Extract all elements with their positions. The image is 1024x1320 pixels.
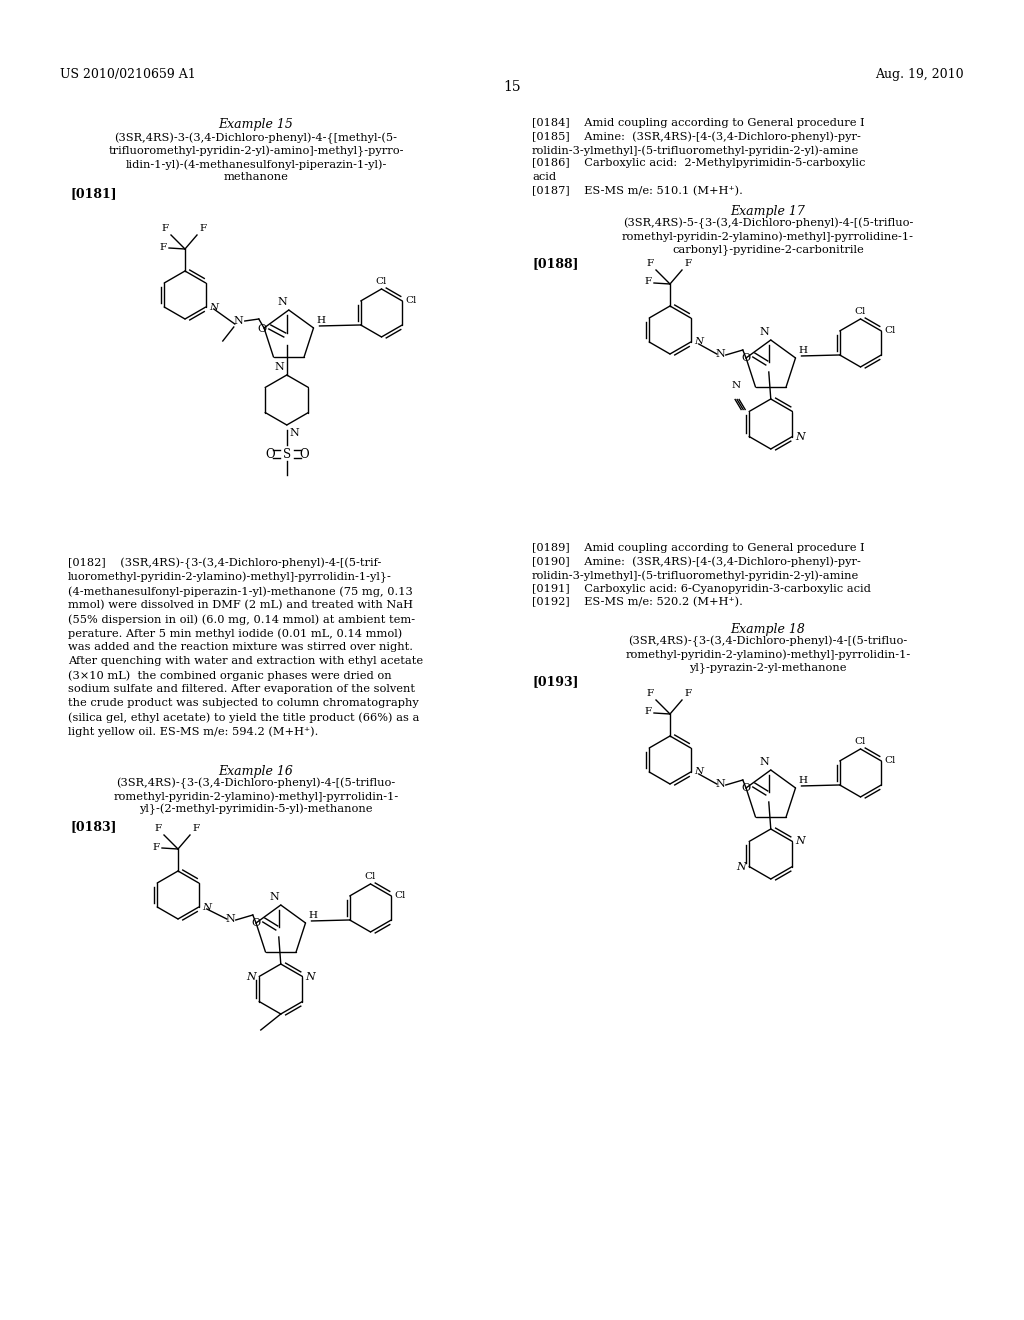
Text: Example 17: Example 17 [730,205,806,218]
Text: N: N [290,428,300,438]
Text: N: N [716,779,726,789]
Text: N: N [716,348,726,359]
Text: F: F [647,689,654,698]
Text: H: H [316,315,326,325]
Text: N: N [269,892,279,902]
Text: N: N [202,903,211,912]
Text: Cl: Cl [855,308,866,315]
Text: [0184]    Amid coupling according to General procedure I: [0184] Amid coupling according to Genera… [532,117,864,128]
Text: [0182]    (3SR,4RS)-{3-(3,4-Dichloro-phenyl)-4-[(5-trif-: [0182] (3SR,4RS)-{3-(3,4-Dichloro-phenyl… [68,558,381,569]
Text: (3SR,4RS)-{3-(3,4-Dichloro-phenyl)-4-[(5-trifluo-: (3SR,4RS)-{3-(3,4-Dichloro-phenyl)-4-[(5… [117,777,395,789]
Text: romethyl-pyridin-2-ylamino)-methyl]-pyrrolidin-1-: romethyl-pyridin-2-ylamino)-methyl]-pyrr… [626,649,910,660]
Text: Cl: Cl [885,756,896,766]
Text: [0193]: [0193] [534,675,580,688]
Text: the crude product was subjected to column chromatography: the crude product was subjected to colum… [68,698,419,708]
Text: N: N [694,767,702,776]
Text: O: O [741,352,751,363]
Text: Example 15: Example 15 [218,117,294,131]
Text: Example 16: Example 16 [218,766,294,777]
Text: [0183]: [0183] [70,820,117,833]
Text: lidin-1-yl)-(4-methanesulfonyl-piperazin-1-yl)-: lidin-1-yl)-(4-methanesulfonyl-piperazin… [125,158,387,169]
Text: [0181]: [0181] [70,187,117,201]
Text: F: F [193,824,199,833]
Text: F: F [153,842,160,851]
Text: N: N [796,837,805,846]
Text: [0185]    Amine:  (3SR,4RS)-[4-(3,4-Dichloro-phenyl)-pyr-: [0185] Amine: (3SR,4RS)-[4-(3,4-Dichloro… [532,132,861,143]
Text: (3SR,4RS)-{3-(3,4-Dichloro-phenyl)-4-[(5-trifluo-: (3SR,4RS)-{3-(3,4-Dichloro-phenyl)-4-[(5… [629,636,907,647]
Text: F: F [647,259,654,268]
Text: methanone: methanone [223,172,289,182]
Text: (4-methanesulfonyl-piperazin-1-yl)-methanone (75 mg, 0.13: (4-methanesulfonyl-piperazin-1-yl)-metha… [68,586,413,597]
Text: (3SR,4RS)-3-(3,4-Dichloro-phenyl)-4-{[methyl-(5-: (3SR,4RS)-3-(3,4-Dichloro-phenyl)-4-{[me… [115,133,397,144]
Text: Example 18: Example 18 [730,623,806,636]
Text: O: O [299,447,308,461]
Text: F: F [199,224,206,234]
Text: [0187]    ES-MS m/e: 510.1 (M+H⁺).: [0187] ES-MS m/e: 510.1 (M+H⁺). [532,186,742,195]
Text: H: H [799,776,808,785]
Text: Aug. 19, 2010: Aug. 19, 2010 [876,69,964,81]
Text: Cl: Cl [365,873,376,880]
Text: [0188]: [0188] [534,257,580,271]
Text: H: H [308,911,317,920]
Text: N: N [209,302,218,312]
Text: Cl: Cl [406,297,417,305]
Text: F: F [160,243,167,252]
Text: After quenching with water and extraction with ethyl acetate: After quenching with water and extractio… [68,656,423,667]
Text: O: O [741,783,751,793]
Text: N: N [278,297,287,308]
Text: F: F [684,259,691,268]
Text: romethyl-pyridin-2-ylamino)-methyl]-pyrrolidin-1-: romethyl-pyridin-2-ylamino)-methyl]-pyrr… [114,791,398,801]
Text: rolidin-3-ylmethyl]-(5-trifluoromethyl-pyridin-2-yl)-amine: rolidin-3-ylmethyl]-(5-trifluoromethyl-p… [532,145,859,156]
Text: US 2010/0210659 A1: US 2010/0210659 A1 [60,69,196,81]
Text: O: O [265,447,274,461]
Text: (3SR,4RS)-5-{3-(3,4-Dichloro-phenyl)-4-[(5-trifluo-: (3SR,4RS)-5-{3-(3,4-Dichloro-phenyl)-4-[… [623,218,913,230]
Text: N: N [226,913,236,924]
Text: (55% dispersion in oil) (6.0 mg, 0.14 mmol) at ambient tem-: (55% dispersion in oil) (6.0 mg, 0.14 mm… [68,614,415,624]
Text: N: N [731,380,740,389]
Text: F: F [155,824,162,833]
Text: N: N [694,338,702,346]
Text: romethyl-pyridin-2-ylamino)-methyl]-pyrrolidine-1-: romethyl-pyridin-2-ylamino)-methyl]-pyrr… [622,231,914,242]
Text: N: N [796,432,805,441]
Text: (3×10 mL)  the combined organic phases were dried on: (3×10 mL) the combined organic phases we… [68,671,391,681]
Text: N: N [274,362,284,372]
Text: N: N [305,972,315,982]
Text: O: O [258,323,267,334]
Text: yl}-(2-methyl-pyrimidin-5-yl)-methanone: yl}-(2-methyl-pyrimidin-5-yl)-methanone [139,804,373,816]
Text: S: S [283,447,291,461]
Text: F: F [645,277,652,286]
Text: Cl: Cl [855,737,866,746]
Text: F: F [684,689,691,698]
Text: (silica gel, ethyl acetate) to yield the title product (66%) as a: (silica gel, ethyl acetate) to yield the… [68,711,420,722]
Text: [0189]    Amid coupling according to General procedure I: [0189] Amid coupling according to Genera… [532,543,864,553]
Text: [0192]    ES-MS m/e: 520.2 (M+H⁺).: [0192] ES-MS m/e: 520.2 (M+H⁺). [532,597,742,607]
Text: [0186]    Carboxylic acid:  2-Methylpyrimidin-5-carboxylic: [0186] Carboxylic acid: 2-Methylpyrimidi… [532,158,865,169]
Text: carbonyl}-pyridine-2-carbonitrile: carbonyl}-pyridine-2-carbonitrile [672,244,864,255]
Text: [0190]    Amine:  (3SR,4RS)-[4-(3,4-Dichloro-phenyl)-pyr-: [0190] Amine: (3SR,4RS)-[4-(3,4-Dichloro… [532,557,861,568]
Text: Cl: Cl [376,277,387,286]
Text: Cl: Cl [394,891,406,900]
Text: O: O [252,917,261,928]
Text: F: F [162,224,169,234]
Text: acid: acid [532,172,556,182]
Text: mmol) were dissolved in DMF (2 mL) and treated with NaH: mmol) were dissolved in DMF (2 mL) and t… [68,601,413,610]
Text: N: N [759,756,769,767]
Text: sodium sulfate and filtered. After evaporation of the solvent: sodium sulfate and filtered. After evapo… [68,684,415,694]
Text: Cl: Cl [885,326,896,335]
Text: luoromethyl-pyridin-2-ylamino)-methyl]-pyrrolidin-1-yl}-: luoromethyl-pyridin-2-ylamino)-methyl]-p… [68,572,392,583]
Text: N: N [233,315,244,326]
Text: light yellow oil. ES-MS m/e: 594.2 (M+H⁺).: light yellow oil. ES-MS m/e: 594.2 (M+H⁺… [68,726,318,737]
Text: [0191]    Carboxylic acid: 6-Cyanopyridin-3-carboxylic acid: [0191] Carboxylic acid: 6-Cyanopyridin-3… [532,583,870,594]
Text: was added and the reaction mixture was stirred over night.: was added and the reaction mixture was s… [68,642,413,652]
Text: trifluoromethyl-pyridin-2-yl)-amino]-methyl}-pyrro-: trifluoromethyl-pyridin-2-yl)-amino]-met… [109,147,403,157]
Text: N: N [759,327,769,337]
Text: rolidin-3-ylmethyl]-(5-trifluoromethyl-pyridin-2-yl)-amine: rolidin-3-ylmethyl]-(5-trifluoromethyl-p… [532,570,859,581]
Text: perature. After 5 min methyl iodide (0.01 mL, 0.14 mmol): perature. After 5 min methyl iodide (0.0… [68,628,402,639]
Text: yl}-pyrazin-2-yl-methanone: yl}-pyrazin-2-yl-methanone [689,663,847,673]
Text: H: H [799,346,808,355]
Text: N: N [736,862,746,871]
Text: N: N [247,972,256,982]
Text: F: F [645,708,652,717]
Text: 15: 15 [503,81,521,94]
